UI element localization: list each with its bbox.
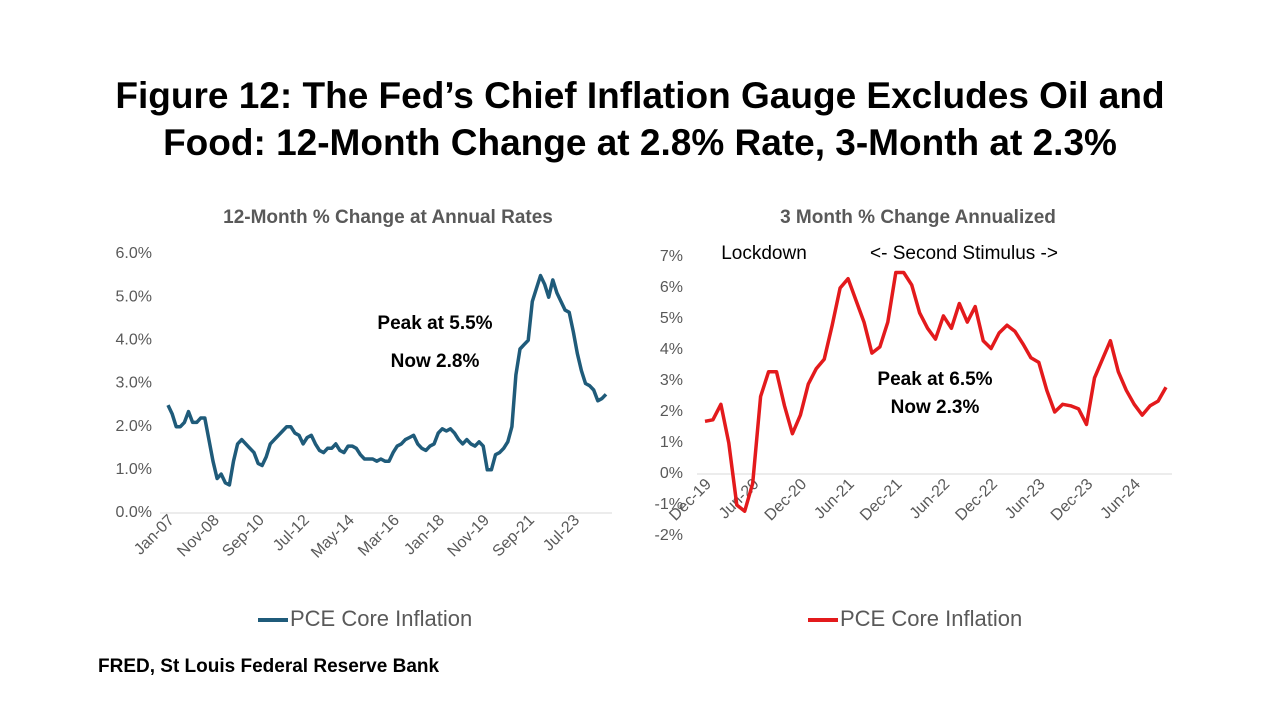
annotation: Now 2.8% bbox=[391, 351, 480, 372]
y-tick-label: 0.0% bbox=[116, 504, 152, 521]
y-tick-label: 2% bbox=[660, 403, 683, 420]
slide-title: Food: 12-Month Change at 2.8% Rate, 3-Mo… bbox=[163, 122, 1117, 163]
x-tick-label: Dec-20 bbox=[762, 476, 811, 525]
x-tick-label: Jan-18 bbox=[401, 512, 448, 559]
x-tick-label: Dec-21 bbox=[857, 476, 906, 525]
y-tick-label: 7% bbox=[660, 248, 683, 265]
x-tick-label: Sep-10 bbox=[219, 512, 268, 561]
x-tick-label: Nov-08 bbox=[174, 512, 223, 561]
y-tick-label: 6.0% bbox=[116, 245, 152, 262]
y-tick-label: 5.0% bbox=[116, 288, 152, 305]
y-tick-label: 6% bbox=[660, 279, 683, 296]
x-tick-label: Jun-22 bbox=[907, 476, 954, 523]
y-tick-label: 2.0% bbox=[116, 418, 152, 435]
x-tick-label: Dec-22 bbox=[952, 476, 1001, 525]
x-tick-label: Nov-19 bbox=[445, 512, 494, 561]
chart-title: 3 Month % Change Annualized bbox=[780, 207, 1056, 228]
source-note: FRED, St Louis Federal Reserve Bank bbox=[98, 656, 439, 677]
y-tick-label: 1% bbox=[660, 434, 683, 451]
x-tick-label: May-14 bbox=[308, 512, 358, 562]
y-tick-label: -1% bbox=[655, 496, 683, 513]
annotation: Lockdown bbox=[721, 243, 807, 264]
x-tick-label: Dec-23 bbox=[1048, 476, 1097, 525]
x-tick-label: Jul-12 bbox=[270, 512, 313, 555]
y-tick-label: 4.0% bbox=[116, 332, 152, 349]
y-tick-label: -2% bbox=[655, 527, 683, 544]
legend-label: PCE Core Inflation bbox=[840, 606, 1022, 631]
y-tick-label: 1.0% bbox=[116, 461, 152, 478]
annotation: Now 2.3% bbox=[891, 397, 980, 418]
x-tick-label: Jun-20 bbox=[716, 476, 763, 523]
x-tick-label: Mar-16 bbox=[355, 512, 403, 560]
x-tick-label: Jun-23 bbox=[1002, 476, 1049, 523]
y-tick-label: 3.0% bbox=[116, 375, 152, 392]
y-tick-label: 5% bbox=[660, 310, 683, 327]
data-line bbox=[704, 270, 1168, 513]
y-tick-label: 0% bbox=[660, 465, 683, 482]
slide-title: Figure 12: The Fed’s Chief Inflation Gau… bbox=[115, 75, 1164, 116]
y-tick-label: 3% bbox=[660, 372, 683, 389]
x-tick-label: Jun-24 bbox=[1097, 476, 1144, 523]
legend-label: PCE Core Inflation bbox=[290, 606, 472, 631]
annotation: Peak at 5.5% bbox=[377, 313, 492, 334]
annotation: <- Second Stimulus -> bbox=[870, 243, 1058, 264]
x-tick-label: Sep-21 bbox=[490, 512, 539, 561]
data-line bbox=[166, 273, 608, 487]
y-tick-label: 4% bbox=[660, 341, 683, 358]
chart-title: 12-Month % Change at Annual Rates bbox=[223, 207, 553, 228]
x-tick-label: Jul-23 bbox=[540, 512, 583, 555]
annotation: Peak at 6.5% bbox=[877, 369, 992, 390]
x-tick-label: Jun-21 bbox=[811, 476, 858, 523]
